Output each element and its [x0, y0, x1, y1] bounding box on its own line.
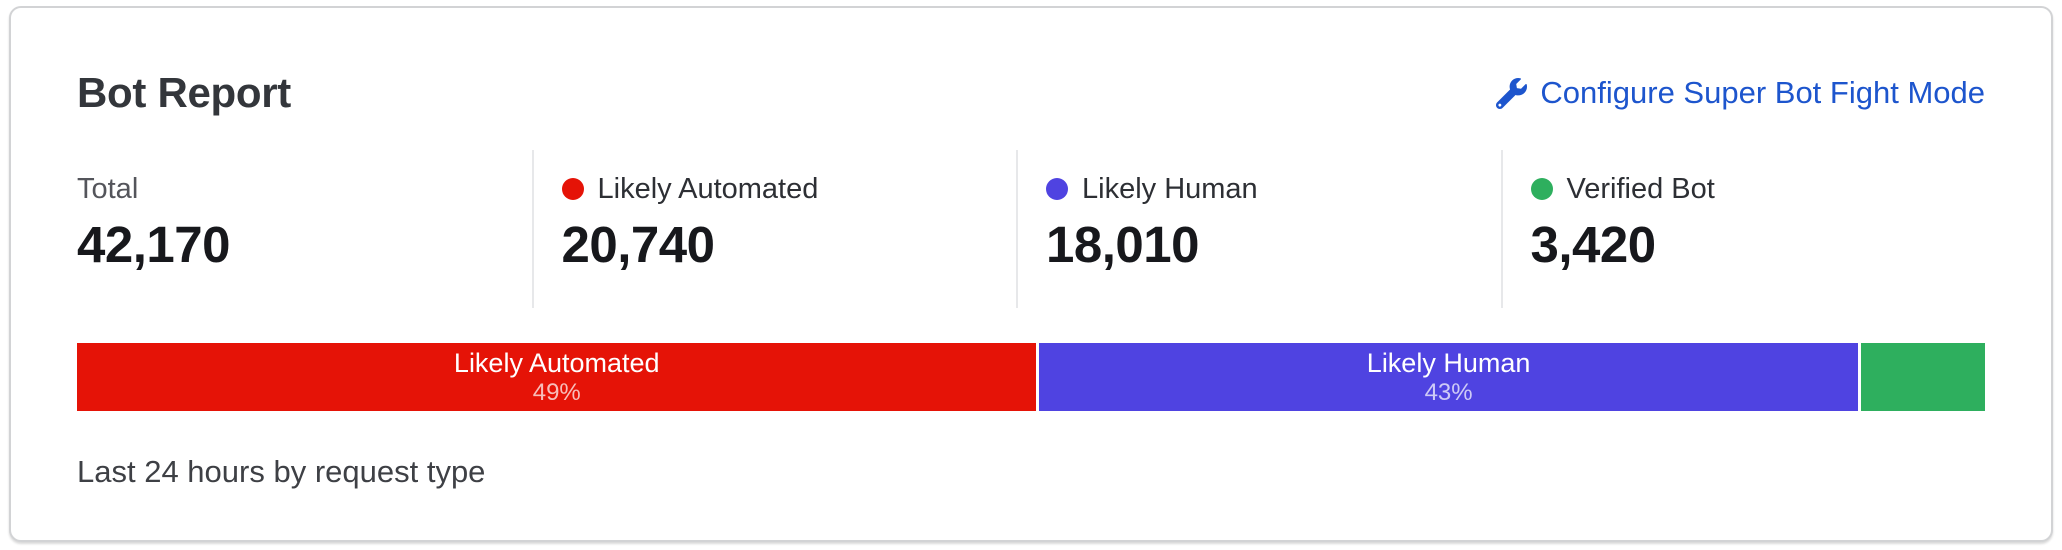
- stat-likely-human: Likely Human 18,010: [1016, 150, 1501, 309]
- stacked-bar-chart: Likely Automated 49% Likely Human 43%: [77, 343, 1985, 412]
- stat-likely-automated-label: Likely Automated: [597, 173, 819, 206]
- bot-report-card: Bot Report Configure Super Bot Fight Mod…: [9, 6, 2053, 542]
- stat-likely-automated-value: 20,740: [561, 216, 715, 274]
- bar-segment-label: Likely Automated: [453, 348, 660, 379]
- stat-total-label: Total: [77, 173, 139, 206]
- chart-caption: Last 24 hours by request type: [77, 454, 486, 490]
- bar-segment-verified-bot: [1860, 343, 1985, 412]
- stat-likely-human-label: Likely Human: [1082, 173, 1258, 206]
- likely-automated-dot-icon: [561, 178, 584, 201]
- bar-segment-likely-human: Likely Human 43%: [1039, 343, 1858, 412]
- bar-segment-likely-automated: Likely Automated 49%: [77, 343, 1037, 412]
- wrench-icon: [1496, 77, 1528, 109]
- page-title: Bot Report: [77, 69, 291, 116]
- bar-segment-label: Likely Human: [1366, 348, 1531, 379]
- stat-verified-bot: Verified Bot 3,420: [1500, 150, 1986, 309]
- configure-link-label: Configure Super Bot Fight Mode: [1540, 75, 1985, 111]
- configure-super-bot-fight-mode-link[interactable]: Configure Super Bot Fight Mode: [1496, 75, 1985, 111]
- stats-row: Total 42,170 Likely Automated 20,740 Lik…: [77, 150, 1986, 309]
- likely-human-dot-icon: [1046, 178, 1068, 201]
- stat-likely-human-value: 18,010: [1046, 216, 1199, 274]
- stat-likely-automated: Likely Automated 20,740: [531, 150, 1017, 309]
- stat-verified-bot-label: Verified Bot: [1566, 173, 1715, 206]
- bar-segment-percent: 43%: [1424, 379, 1473, 407]
- stat-total: Total 42,170: [77, 150, 532, 308]
- bar-segment-percent: 49%: [532, 379, 581, 407]
- card-header: Bot Report Configure Super Bot Fight Mod…: [77, 69, 1985, 116]
- stat-verified-bot-value: 3,420: [1530, 216, 1657, 274]
- verified-bot-dot-icon: [1530, 178, 1553, 201]
- stat-total-value: 42,170: [77, 216, 230, 274]
